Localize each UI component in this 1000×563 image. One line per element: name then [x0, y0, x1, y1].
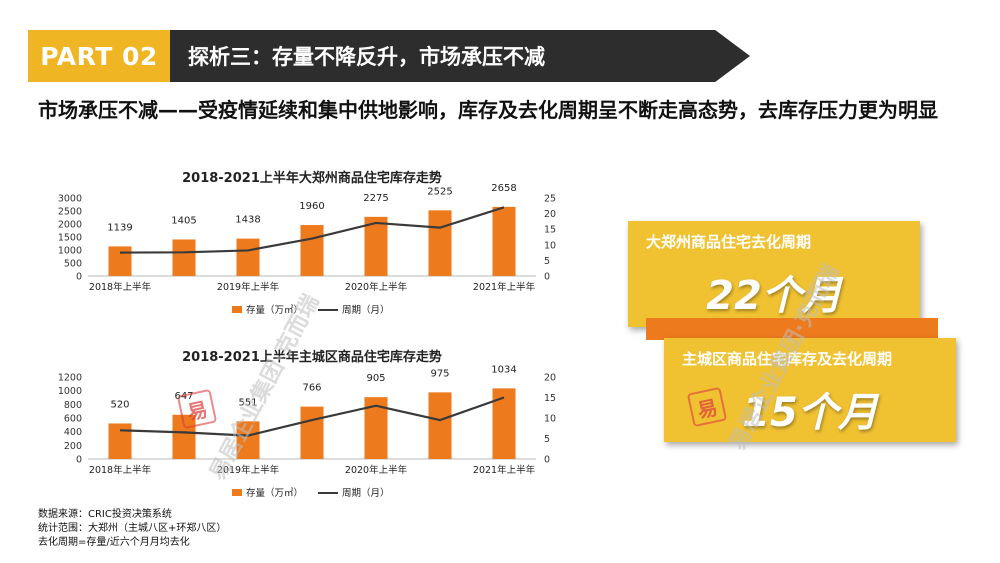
x-tick-label: 2020年上半年 — [345, 281, 408, 293]
bar-value-label: 1960 — [299, 201, 324, 212]
bar — [492, 388, 516, 459]
x-tick-label: 2019年上半年 — [217, 281, 280, 293]
bar-value-label: 2658 — [491, 183, 516, 194]
y-left-tick-label: 1200 — [58, 373, 82, 384]
note-source: 数据来源：CRIC投资决策系统 — [38, 509, 172, 520]
part-label: PART 02 — [28, 30, 170, 82]
y-left-tick-label: 2000 — [58, 220, 82, 231]
bar — [300, 406, 324, 459]
y-right-tick-label: 15 — [544, 393, 556, 404]
chart-greater-zhengzhou: 2018-2021上半年大郑州商品住宅库存走势 0 500 1000 1500 2000 2… — [36, 166, 576, 328]
bar-value-label: 2525 — [427, 186, 452, 197]
y-right-tick-label: 25 — [544, 194, 556, 205]
seal-stamp: 易 — [176, 388, 218, 430]
y-left-tick-label: 800 — [64, 400, 82, 411]
x-tick-label: 2018年上半年 — [89, 464, 152, 476]
legend-line-label: 周期（月） — [342, 487, 390, 499]
chart-svg: 2018-2021上半年大郑州商品住宅库存走势 0 500 1000 1500 2000 2… — [58, 170, 556, 316]
legend-bar-swatch — [232, 306, 242, 313]
chart-main-city: 2018-2021上半年主城区商品住宅库存走势 0 200 400 600 800 1000… — [36, 345, 576, 511]
y-right-tick-label: 5 — [544, 434, 550, 445]
y-right-tick-label: 10 — [544, 414, 556, 425]
bar — [172, 414, 196, 459]
seal-stamp: 易 — [686, 386, 728, 428]
y-left-tick-label: 600 — [64, 414, 82, 425]
section-title: 探析三：存量不降反升，市场承压不减 — [170, 30, 750, 82]
bar-value-label: 766 — [302, 383, 321, 394]
bar-value-label: 1438 — [235, 215, 260, 226]
y-left-tick-label: 1500 — [58, 233, 82, 244]
orange-strip — [646, 318, 938, 340]
bar-value-label: 2275 — [363, 193, 388, 204]
legend-bar-swatch — [232, 489, 242, 496]
bar-value-label: 1034 — [491, 364, 516, 375]
card-value: 22个月 — [706, 273, 842, 319]
bar-value-label: 1139 — [107, 222, 132, 233]
bar — [236, 238, 260, 276]
bar-value-label: 647 — [174, 391, 193, 402]
bar — [108, 246, 132, 276]
y-right-tick-label: 0 — [544, 455, 550, 466]
y-right-tick-label: 20 — [544, 209, 556, 220]
y-left-tick-label: 0 — [76, 455, 82, 466]
chart-title: 2018-2021上半年主城区商品住宅库存走势 — [182, 349, 442, 365]
bar — [108, 423, 132, 459]
y-left-tick-label: 200 — [64, 441, 82, 452]
y-left-tick-label: 2500 — [58, 207, 82, 218]
x-tick-label: 2021年上半年 — [473, 464, 536, 476]
bar — [236, 421, 260, 459]
chart-svg: 2018-2021上半年主城区商品住宅库存走势02004006008001000… — [58, 349, 556, 499]
bar-value-label: 1405 — [171, 215, 196, 226]
headline: 市场承压不减——受疫情延续和集中供地影响，库存及去化周期呈不断走高态势，去库存压… — [38, 98, 938, 122]
x-tick-label: 2019年上半年 — [217, 464, 280, 476]
y-left-tick-label: 0 — [76, 272, 82, 283]
legend-line-label: 周期（月） — [342, 304, 390, 316]
chart-title: 2018-2021上半年大郑州商品住宅库存走势 — [182, 170, 442, 186]
legend-bar-label: 存量（万㎡） — [246, 304, 303, 316]
bar — [172, 239, 196, 276]
y-right-tick-label: 15 — [544, 225, 556, 236]
note-scope: 统计范围：大郑州（主城八区+环郑八区） — [38, 523, 227, 534]
card-value: 15个月 — [742, 390, 878, 436]
y-left-tick-label: 1000 — [58, 386, 82, 397]
bar — [364, 216, 388, 276]
legend-bar-label: 存量（万㎡） — [246, 487, 303, 499]
card-greater-zhengzhou: 大郑州商品住宅去化周期 22个月 — [628, 221, 920, 327]
note-definition: 去化周期=存量/近六个月月均去化 — [38, 537, 190, 548]
x-tick-label: 2020年上半年 — [345, 464, 408, 476]
footnotes: 数据来源：CRIC投资决策系统 统计范围：大郑州（主城八区+环郑八区） 去化周期… — [38, 508, 226, 550]
card-main-city: 主城区商品住宅库存及去化周期 15个月 — [664, 338, 956, 442]
card-title: 大郑州商品住宅去化周期 — [646, 233, 812, 251]
bar-value-label: 520 — [110, 399, 129, 410]
y-left-tick-label: 500 — [64, 259, 82, 270]
bar — [364, 397, 388, 459]
card-title: 主城区商品住宅库存及去化周期 — [682, 350, 893, 368]
bar — [300, 225, 324, 276]
y-right-tick-label: 20 — [544, 373, 556, 384]
y-left-tick-label: 3000 — [58, 194, 82, 205]
bar — [428, 210, 452, 276]
y-left-tick-label: 1000 — [58, 246, 82, 257]
bar-value-label: 551 — [238, 397, 257, 408]
bar-value-label: 975 — [430, 368, 449, 379]
y-left-tick-label: 400 — [64, 427, 82, 438]
y-right-tick-label: 5 — [544, 256, 550, 267]
bar — [428, 392, 452, 459]
x-tick-label: 2021年上半年 — [473, 281, 536, 293]
y-right-tick-label: 0 — [544, 272, 550, 283]
bar — [492, 206, 516, 276]
y-right-tick-label: 10 — [544, 240, 556, 251]
bar-value-label: 905 — [366, 373, 385, 384]
x-tick-label: 2018年上半年 — [89, 281, 152, 293]
